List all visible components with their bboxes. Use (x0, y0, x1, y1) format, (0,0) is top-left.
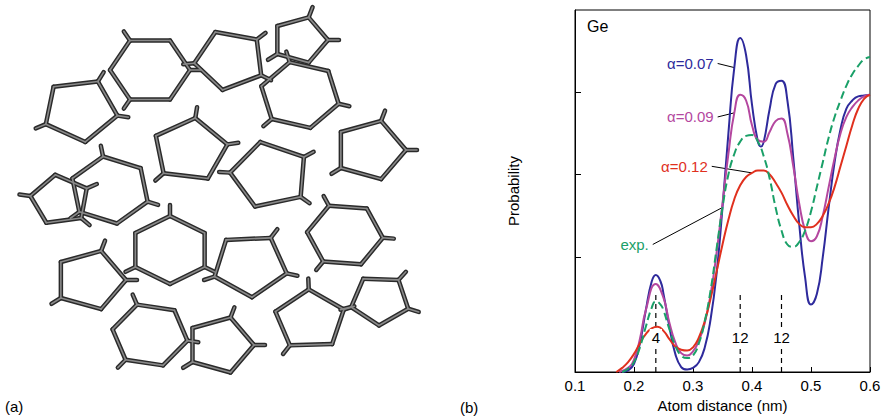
svg-text:(a): (a) (5, 398, 23, 415)
svg-text:α=0.07: α=0.07 (667, 55, 714, 72)
svg-text:Ge: Ge (587, 18, 608, 35)
svg-text:0.2: 0.2 (624, 377, 645, 394)
svg-text:α=0.09: α=0.09 (667, 108, 714, 125)
svg-text:α=0.12: α=0.12 (661, 158, 708, 175)
svg-text:0.5: 0.5 (801, 377, 822, 394)
svg-text:exp.: exp. (620, 236, 648, 253)
svg-text:Probability: Probability (505, 155, 522, 226)
svg-text:(b): (b) (460, 399, 478, 416)
svg-text:0.6: 0.6 (860, 377, 881, 394)
svg-text:0.3: 0.3 (683, 377, 704, 394)
svg-text:0.4: 0.4 (742, 377, 763, 394)
svg-text:12: 12 (773, 329, 790, 346)
svg-text:12: 12 (732, 329, 749, 346)
svg-text:4: 4 (652, 329, 660, 346)
svg-text:Atom distance (nm): Atom distance (nm) (657, 397, 787, 414)
svg-text:0.1: 0.1 (565, 377, 586, 394)
